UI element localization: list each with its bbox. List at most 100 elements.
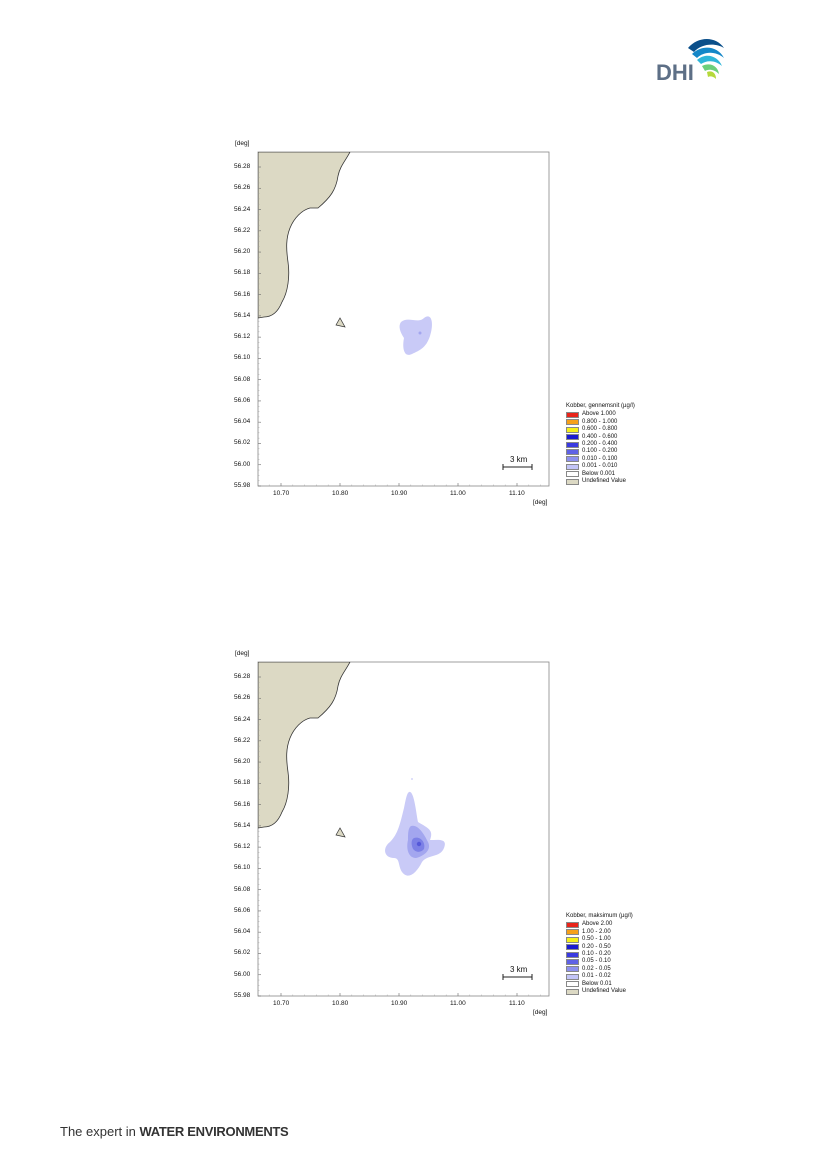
- y-tick-label: 56.04: [234, 928, 251, 936]
- legend-label: Above 1.000: [582, 411, 616, 418]
- legend-swatch: [566, 951, 579, 958]
- legend-label: 1.00 - 2.00: [582, 928, 611, 935]
- island: [335, 317, 346, 328]
- legend-entry: 0.05 - 0.10: [566, 958, 633, 966]
- legend-entry: 0.600 - 0.800: [566, 426, 635, 433]
- y-tick-label: 56.20: [234, 758, 251, 766]
- legend-entry: 0.100 - 0.200: [566, 448, 635, 456]
- legend-entry: 0.20 - 0.50: [566, 944, 633, 951]
- legend-swatch: [566, 463, 579, 470]
- y-tick-label: 55.98: [234, 482, 251, 489]
- y-tick-label: 56.08: [234, 375, 251, 383]
- legend-entry: Undefined Value: [566, 988, 633, 995]
- map-plot: [257, 151, 550, 487]
- legend-swatch: [566, 988, 579, 995]
- legend-swatch: [566, 929, 579, 936]
- y-tick-label: 56.28: [234, 163, 251, 170]
- concentration-map-average: 56.28 56.26 56.24 56.22 56.20 56.18 56.16 56.14…: [220, 138, 640, 518]
- y-tick-label: 56.26: [234, 184, 251, 192]
- legend-swatch: [566, 922, 579, 929]
- y-axis-unit: [deg]: [235, 650, 250, 657]
- legend-entry: 0.01 - 0.02: [566, 973, 633, 980]
- legend-label: 0.001 - 0.010: [582, 463, 618, 470]
- legend-swatch: [566, 959, 579, 966]
- x-tick-label: 10.90: [391, 490, 408, 497]
- legend-label: Below 0.001: [582, 470, 616, 477]
- x-tick-label: 10.90: [391, 1000, 408, 1007]
- plume-contour-speck: [411, 778, 413, 780]
- y-tick-label: 56.28: [234, 673, 251, 680]
- y-tick-label: 56.18: [234, 269, 251, 277]
- legend-swatch: [566, 426, 579, 433]
- y-tick-label: 56.24: [234, 715, 251, 723]
- legend-label: Undefined Value: [582, 987, 626, 994]
- legend-label: 0.10 - 0.20: [582, 950, 611, 957]
- legend-swatch: [566, 419, 579, 426]
- y-tick-label: 56.10: [234, 354, 251, 362]
- legend-label: Below 0.01: [582, 980, 612, 987]
- y-tick-label: 56.00: [234, 970, 251, 978]
- legend-entry: 1.00 - 2.00: [566, 929, 633, 936]
- x-tick-label: 10.80: [332, 1000, 349, 1007]
- legend-swatch: [566, 973, 579, 980]
- y-tick-label: 56.10: [234, 864, 251, 872]
- legend-swatch: [566, 471, 579, 478]
- x-axis-unit: [deg]: [533, 499, 548, 506]
- coastline-land: [258, 152, 351, 319]
- x-tick-label: 11.10: [509, 1000, 525, 1007]
- dhi-logo-text: DHI: [656, 60, 694, 85]
- legend-swatch: [566, 412, 579, 419]
- legend-swatch: [566, 944, 579, 951]
- x-tick-label: 11.00: [450, 490, 466, 497]
- legend-label: 0.05 - 0.10: [582, 958, 611, 965]
- legend-label: 0.20 - 0.50: [582, 943, 611, 950]
- legend-swatch: [566, 434, 579, 441]
- dhi-logo-mark: DHI: [656, 39, 724, 85]
- y-tick-label: 56.24: [234, 205, 251, 213]
- x-tick-label: 10.70: [273, 1000, 290, 1007]
- legend-entry: 0.50 - 1.00: [566, 936, 633, 943]
- plume-contour-outer: [399, 316, 432, 355]
- legend-entry: 0.800 - 1.000: [566, 419, 635, 426]
- plume-contour-core: [418, 331, 422, 335]
- legend-entry: 0.001 - 0.010: [566, 463, 635, 470]
- x-tick-label: 11.10: [509, 490, 525, 497]
- footer-tagline: The expert in WATER ENVIRONMENTS: [60, 1124, 289, 1139]
- y-tick-label: 56.18: [234, 779, 251, 787]
- y-tick-label: 56.08: [234, 885, 251, 893]
- scale-bar-label: 3 km: [510, 455, 528, 464]
- y-tick-label: 56.22: [234, 736, 251, 744]
- y-tick-label: 56.04: [234, 418, 251, 426]
- legend: Kobber, gennemsnit (µg/l) Above 1.000 0.80…: [566, 403, 635, 485]
- legend-label: 0.50 - 1.00: [582, 936, 611, 943]
- legend-entry: 0.02 - 0.05: [566, 966, 633, 973]
- legend-label: 0.800 - 1.000: [582, 418, 618, 425]
- legend-title: Kobber, maksimum (µg/l): [566, 913, 633, 919]
- legend-label: 0.600 - 0.800: [582, 426, 618, 433]
- legend-entry: Above 1.000: [566, 411, 635, 419]
- legend-swatch: [566, 456, 579, 463]
- y-tick-label: 56.02: [234, 949, 251, 957]
- plume-contour-core: [416, 841, 422, 847]
- y-tick-label: 56.00: [234, 460, 251, 468]
- island: [335, 827, 346, 838]
- legend-swatch: [566, 981, 579, 988]
- y-tick-label: 56.22: [234, 226, 251, 234]
- legend-label: 0.200 - 0.400: [582, 440, 618, 447]
- y-tick-label: 56.06: [234, 396, 251, 404]
- legend-entry: 0.400 - 0.600: [566, 434, 635, 441]
- legend-label: 0.02 - 0.05: [582, 965, 611, 972]
- legend-label: 0.100 - 0.200: [582, 448, 618, 455]
- legend-entry: Below 0.001: [566, 471, 635, 478]
- y-tick-label: 56.12: [234, 333, 251, 341]
- y-tick-label: 56.06: [234, 906, 251, 914]
- y-tick-label: 56.26: [234, 694, 251, 702]
- legend-label: Undefined Value: [582, 477, 626, 484]
- legend-entry: Above 2.00: [566, 921, 633, 929]
- legend-entry: 0.10 - 0.20: [566, 951, 633, 958]
- legend-swatch: [566, 936, 579, 943]
- concentration-map-maximum: 56.28 56.26 56.24 56.22 56.20 56.18 56.16 56.14…: [220, 648, 640, 1028]
- legend-label: 0.01 - 0.02: [582, 973, 611, 980]
- map-plot: [257, 661, 550, 997]
- legend-entry: 0.200 - 0.400: [566, 441, 635, 448]
